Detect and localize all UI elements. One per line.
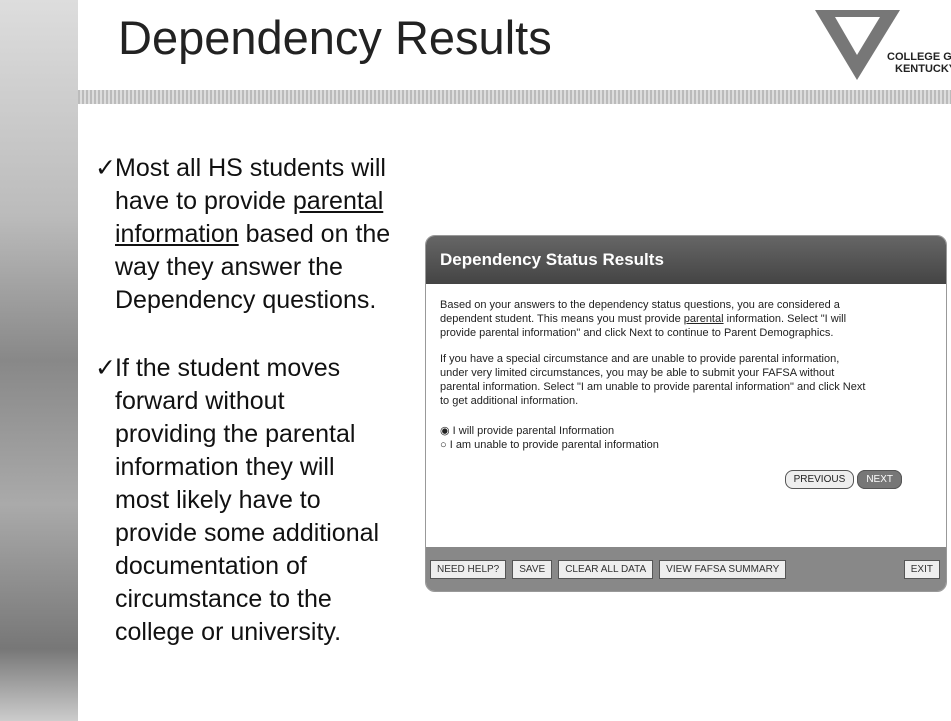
toolbar: NEED HELP? SAVE CLEAR ALL DATA VIEW FAFSA S…: [426, 547, 947, 591]
bullet-text: have to provide: [115, 187, 286, 215]
text: information. Select "I will: [727, 313, 846, 325]
bullet-line: information they will: [95, 451, 379, 484]
text: I will provide parental Information: [453, 425, 614, 437]
photo-strip: [0, 0, 78, 721]
dialog-body: Based on your answers to the dependency …: [426, 284, 946, 495]
toolbar-button[interactable]: NEED HELP?: [430, 560, 506, 579]
text: provide parental information" and click …: [440, 326, 932, 340]
bullet-text: circumstance to the: [115, 585, 332, 613]
bullet-text: If the student moves: [115, 354, 340, 382]
text: dependent student. This means you must p…: [440, 313, 681, 325]
bullet-line: documentation of: [95, 550, 379, 583]
bullet-text: most likely have to: [115, 486, 321, 514]
logo-graphic: COLLEGE GOAL KENTUCKY: [805, 5, 951, 85]
bullet-line: ✓If the student moves: [95, 352, 379, 385]
dialog: Dependency Status Results Based on your …: [425, 235, 947, 592]
text: to get additional information.: [440, 394, 932, 408]
bullet-text: forward without: [115, 387, 285, 415]
next-button[interactable]: NEXT: [857, 470, 902, 489]
slide-title: Dependency Results: [118, 10, 552, 65]
text: under very limited circumstances, you ma…: [440, 366, 932, 380]
bullet-text: providing the parental: [115, 420, 355, 448]
bullet-line: provide some additional: [95, 517, 379, 550]
bullet-text: way they answer the: [95, 251, 390, 284]
text: I am unable to provide parental informat…: [450, 439, 659, 451]
bullet-line: circumstance to the: [95, 583, 379, 616]
bullet-line: providing the parental: [95, 418, 379, 451]
bullet-text: Most all HS students will: [115, 154, 386, 182]
text: parental information. Select "I am unabl…: [440, 380, 932, 394]
toolbar-button[interactable]: SAVE: [512, 560, 552, 579]
bullet-text: Dependency questions.: [95, 284, 390, 317]
bullet-text: information they will: [115, 453, 335, 481]
text: If you have a special circumstance and a…: [440, 352, 932, 366]
previous-button[interactable]: PREVIOUS: [785, 470, 855, 489]
toolbar-button[interactable]: EXIT: [904, 560, 940, 579]
paragraph: Based on your answers to the dependency …: [440, 298, 932, 340]
logo-text: COLLEGE GOAL: [887, 51, 951, 63]
underlined-text: parental: [684, 313, 724, 325]
bullet-line: most likely have to: [95, 484, 379, 517]
toolbar-button[interactable]: CLEAR ALL DATA: [558, 560, 653, 579]
text: Based on your answers to the dependency …: [440, 298, 932, 312]
bullet-text: documentation of: [115, 552, 307, 580]
bullet-line: college or university.: [95, 616, 379, 649]
dialog-header: Dependency Status Results: [426, 236, 946, 284]
radio-option[interactable]: ○ I am unable to provide parental inform…: [440, 438, 932, 452]
bullet-text: provide some additional: [115, 519, 379, 547]
paragraph: If you have a special circumstance and a…: [440, 352, 932, 408]
underlined-text: parental: [293, 187, 383, 215]
bullet-text: based on the: [246, 220, 391, 248]
underlined-text: information: [115, 220, 239, 248]
logo-text: KENTUCKY: [895, 63, 951, 75]
bullet: ✓Most all HS students will have to provi…: [95, 152, 390, 317]
divider-band: [78, 90, 951, 104]
bullet-line: forward without: [95, 385, 379, 418]
logo: COLLEGE GOAL KENTUCKY: [805, 5, 951, 85]
page: Dependency Results COLLEGE GOAL KENTUCKY…: [0, 0, 951, 721]
bullet-text: college or university.: [115, 618, 341, 646]
toolbar-button[interactable]: VIEW FAFSA SUMMARY: [659, 560, 786, 579]
radio-option[interactable]: ◉ I will provide parental Information: [440, 424, 932, 438]
check-icon: ✓: [95, 352, 115, 385]
